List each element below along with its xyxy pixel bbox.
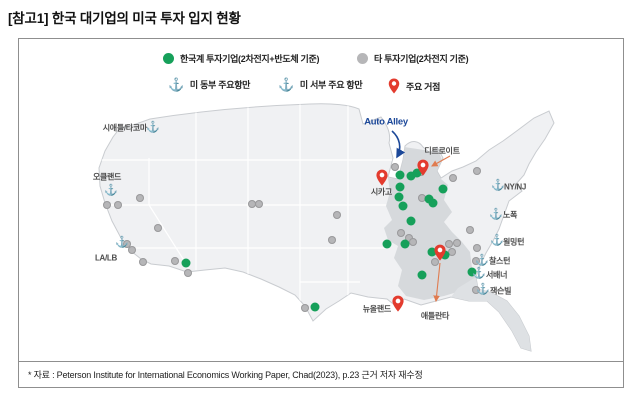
- figure-title: [참고1] 한국 대기업의 미국 투자 입지 현황: [8, 11, 241, 26]
- legend-key-hubs: 주요 거점: [388, 78, 440, 94]
- legend-west-ports: ⚓ 미 서부 주요 항만: [278, 77, 363, 92]
- legend-korean-companies: 한국계 투자기업(2차전지+반도체 기준): [163, 52, 319, 65]
- anchor-icon: ⚓: [168, 77, 184, 92]
- source-note: * 자료 : Peterson Institute for Internatio…: [18, 361, 624, 388]
- legend-other-companies: 타 투자기업(2차전지 기준): [357, 52, 469, 65]
- legend-west-ports-label: 미 서부 주요 항만: [299, 80, 363, 90]
- legend-east-ports-label: 미 동부 주요항만: [189, 80, 251, 90]
- legend-key-hubs-label: 주요 거점: [406, 81, 441, 92]
- gray-dot-icon: [357, 53, 368, 64]
- location-pin-icon: [388, 78, 400, 94]
- legend-east-ports: ⚓ 미 동부 주요항만: [168, 78, 250, 91]
- legend-korean-companies-label: 한국계 투자기업(2차전지+반도체 기준): [180, 54, 320, 64]
- legend-other-companies-label: 타 투자기업(2차전지 기준): [374, 54, 469, 64]
- green-dot-icon: [163, 53, 174, 64]
- source-text: * 자료 : Peterson Institute for Internatio…: [28, 370, 423, 380]
- anchor-icon: ⚓: [278, 77, 294, 92]
